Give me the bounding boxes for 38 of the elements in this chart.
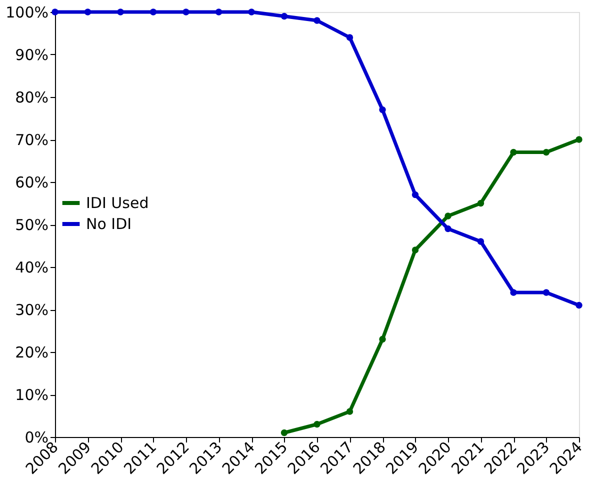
point — [248, 8, 255, 16]
point — [215, 8, 222, 16]
point — [314, 420, 320, 428]
point — [542, 148, 550, 156]
y-tick-label: 20% — [15, 344, 48, 362]
point — [379, 336, 386, 343]
point — [444, 225, 452, 232]
y-tick-label: 40% — [15, 258, 48, 276]
point — [412, 191, 419, 198]
point — [510, 148, 517, 156]
point — [510, 289, 517, 296]
point — [280, 12, 288, 20]
y-tick-label: 70% — [15, 131, 48, 149]
point — [346, 408, 354, 415]
point — [412, 246, 419, 254]
y-tick-label: 60% — [15, 174, 48, 192]
point — [542, 289, 550, 296]
point — [444, 212, 452, 220]
y-tick-label: 90% — [15, 46, 48, 64]
legend-label: IDI Used — [86, 194, 149, 212]
point — [576, 302, 582, 309]
point — [576, 136, 582, 143]
point — [117, 8, 124, 16]
y-tick-label: 10% — [15, 386, 48, 404]
point — [314, 17, 320, 24]
legend-label: No IDI — [86, 215, 132, 233]
point — [477, 200, 484, 207]
point — [379, 106, 386, 114]
point — [280, 429, 288, 436]
y-tick-label: 30% — [15, 301, 48, 319]
point — [182, 8, 190, 16]
y-tick-label: 80% — [15, 88, 48, 106]
point — [346, 34, 354, 41]
point — [150, 8, 157, 16]
y-tick-label: 50% — [15, 216, 48, 234]
point — [477, 238, 484, 245]
point — [84, 8, 92, 16]
y-tick-label: 100% — [6, 4, 48, 22]
